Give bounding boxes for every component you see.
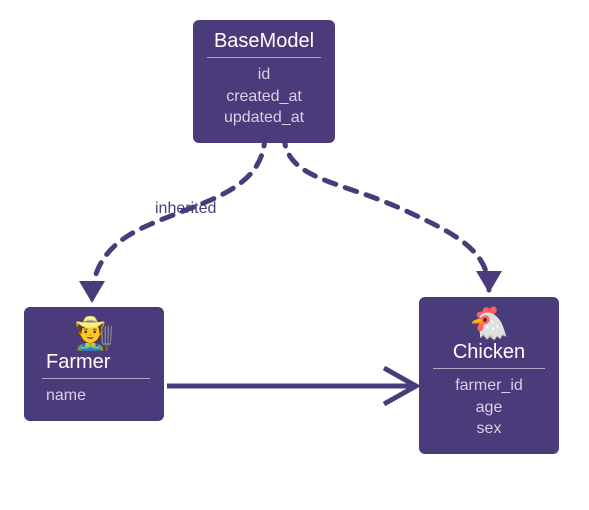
node-basemodel-attr-0: id — [207, 64, 321, 86]
node-basemodel-title: BaseModel — [207, 30, 321, 58]
node-chicken-attr-0: farmer_id — [433, 375, 545, 397]
edge-inherit-chicken — [284, 134, 489, 290]
node-chicken: 🐔 Chicken farmer_id age sex — [419, 297, 559, 454]
node-farmer-attr-0: name — [42, 385, 150, 407]
arrowhead-farmer-chicken — [384, 368, 416, 404]
edge-label-inherited: inherited — [155, 200, 216, 218]
node-basemodel-attr-1: created_at — [207, 86, 321, 108]
node-chicken-attr-2: sex — [433, 418, 545, 440]
arrowhead-inherit-chicken — [476, 271, 502, 293]
node-basemodel-attr-2: updated_at — [207, 107, 321, 129]
node-basemodel: BaseModel id created_at updated_at — [193, 20, 335, 143]
farmer-emoji-icon: 🧑‍🌾 — [38, 317, 150, 349]
chicken-emoji-icon: 🐔 — [433, 307, 545, 339]
arrowhead-inherit-farmer — [79, 281, 105, 303]
node-farmer: 🧑‍🌾 Farmer name — [24, 307, 164, 421]
node-chicken-attr-1: age — [433, 397, 545, 419]
node-chicken-title: Chicken — [433, 341, 545, 369]
node-farmer-title: Farmer — [42, 351, 150, 379]
